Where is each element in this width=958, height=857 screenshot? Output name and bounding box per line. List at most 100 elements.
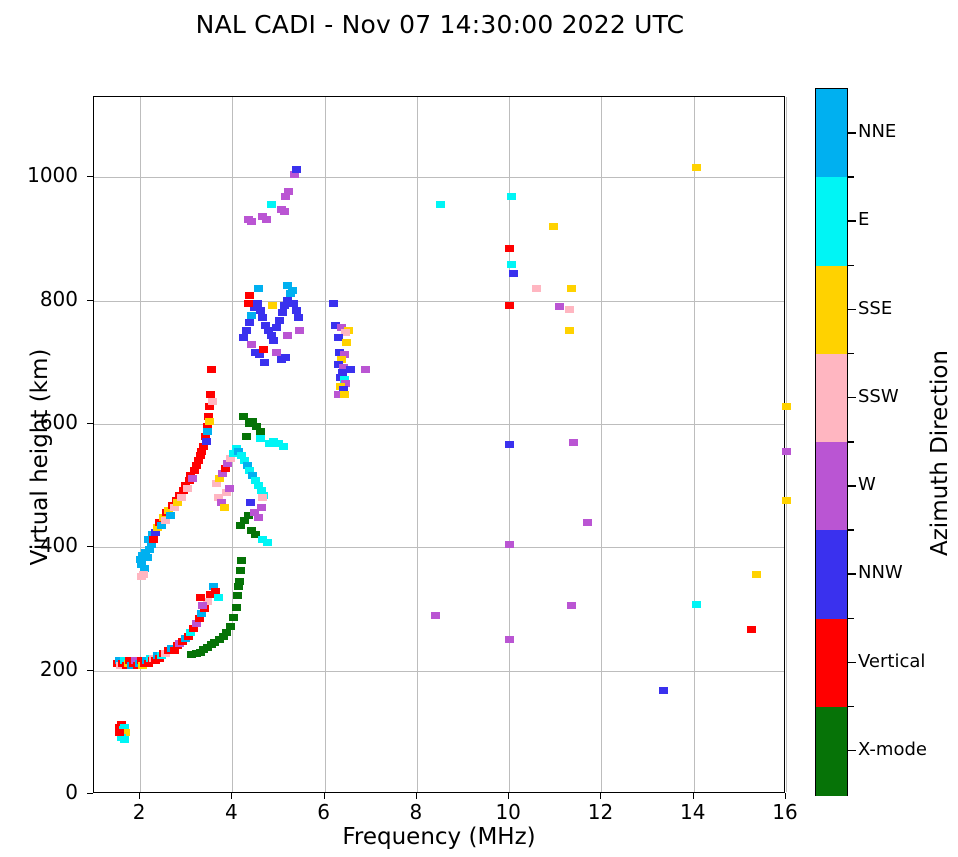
data-point xyxy=(263,326,273,334)
data-point xyxy=(583,519,593,527)
colorbar-tick xyxy=(848,220,856,222)
data-point xyxy=(274,316,284,324)
data-point xyxy=(212,479,222,487)
data-point xyxy=(509,269,519,277)
data-point xyxy=(207,398,217,406)
colorbar-segment-ssw[interactable] xyxy=(816,353,847,443)
data-point xyxy=(751,570,761,578)
gridline-horizontal xyxy=(94,300,784,302)
data-point xyxy=(186,628,196,636)
colorbar-tick xyxy=(848,396,856,399)
data-point xyxy=(255,427,265,435)
data-point xyxy=(195,594,205,602)
data-point xyxy=(250,531,260,539)
data-point xyxy=(146,541,156,549)
data-point xyxy=(334,390,343,398)
data-point xyxy=(247,218,257,226)
data-point xyxy=(272,348,282,356)
data-point xyxy=(190,467,200,475)
colorbar-label-ssw: SSW xyxy=(858,385,899,407)
data-point xyxy=(226,622,236,630)
data-point xyxy=(245,467,255,475)
data-point xyxy=(255,306,265,314)
data-point xyxy=(254,351,264,359)
data-point xyxy=(233,591,243,599)
data-point xyxy=(280,301,290,309)
data-point xyxy=(205,390,215,398)
colorbar-tick xyxy=(848,485,856,487)
data-point xyxy=(291,306,301,314)
colorbar-segment-nnw[interactable] xyxy=(816,530,847,619)
data-point xyxy=(294,314,304,322)
y-tick-label: 1000 xyxy=(27,163,78,188)
colorbar-segment-vertical[interactable] xyxy=(816,618,847,708)
data-point xyxy=(251,422,261,430)
data-point xyxy=(288,299,298,307)
colorbar-segment-x-mode[interactable] xyxy=(816,706,847,796)
x-tick xyxy=(692,793,694,799)
colorbar-tick xyxy=(848,308,856,311)
x-axis-title: Frequency (MHz) xyxy=(342,824,536,850)
x-tick xyxy=(323,793,325,799)
data-point xyxy=(231,604,241,612)
colorbar-segment-e[interactable] xyxy=(816,177,847,266)
data-point xyxy=(140,564,150,572)
data-point xyxy=(340,390,350,398)
data-point xyxy=(504,301,514,309)
gridline-horizontal xyxy=(94,547,784,549)
colorbar-boundary-tick xyxy=(848,529,854,531)
colorbar-boundary-tick xyxy=(848,705,854,708)
data-point xyxy=(253,514,263,522)
data-point xyxy=(238,413,248,420)
data-point xyxy=(504,541,514,549)
data-point xyxy=(258,536,268,544)
x-tick xyxy=(231,793,233,799)
colorbar-segment-sse[interactable] xyxy=(816,265,847,355)
data-point xyxy=(295,326,305,334)
data-point xyxy=(214,594,224,602)
data-point xyxy=(262,538,272,546)
page-title: NAL CADI - Nov 07 14:30:00 2022 UTC xyxy=(195,10,685,39)
data-point xyxy=(217,469,227,477)
data-point xyxy=(566,601,576,609)
data-point xyxy=(339,351,349,359)
data-point xyxy=(256,504,266,512)
colorbar-title: Azimuth Direction xyxy=(927,350,953,556)
colorbar-segment-nne[interactable] xyxy=(816,89,847,178)
gridline-vertical xyxy=(324,97,326,792)
data-point xyxy=(115,728,125,736)
data-point xyxy=(228,614,238,622)
data-point xyxy=(337,368,347,376)
data-point xyxy=(218,632,228,640)
colorbar-boundary-tick xyxy=(848,441,854,443)
data-point xyxy=(119,723,129,731)
colorbar-label-e: E xyxy=(858,209,870,231)
colorbar-label-vertical: Vertical xyxy=(858,650,926,672)
data-point xyxy=(360,366,370,374)
data-point xyxy=(223,459,233,467)
data-point xyxy=(266,200,276,208)
colorbar-boundary-tick xyxy=(848,176,854,178)
data-point xyxy=(214,636,224,644)
data-point xyxy=(283,297,293,305)
data-point xyxy=(781,403,791,411)
data-point xyxy=(193,457,203,465)
gridline-horizontal xyxy=(94,177,784,179)
data-point xyxy=(691,163,701,171)
data-point xyxy=(566,284,576,292)
data-point xyxy=(177,494,187,502)
y-tick xyxy=(87,669,93,671)
data-point xyxy=(252,299,262,307)
data-point xyxy=(342,338,352,346)
data-point xyxy=(241,432,251,440)
gridline-vertical xyxy=(601,97,603,792)
x-tick-label: 2 xyxy=(132,800,146,824)
y-tick-label: 600 xyxy=(39,409,78,434)
colorbar[interactable] xyxy=(815,88,848,796)
data-point xyxy=(216,499,226,507)
gridline-vertical xyxy=(693,97,695,792)
data-point xyxy=(341,379,351,387)
colorbar-segment-w[interactable] xyxy=(816,442,847,531)
colorbar-tick xyxy=(848,749,856,752)
